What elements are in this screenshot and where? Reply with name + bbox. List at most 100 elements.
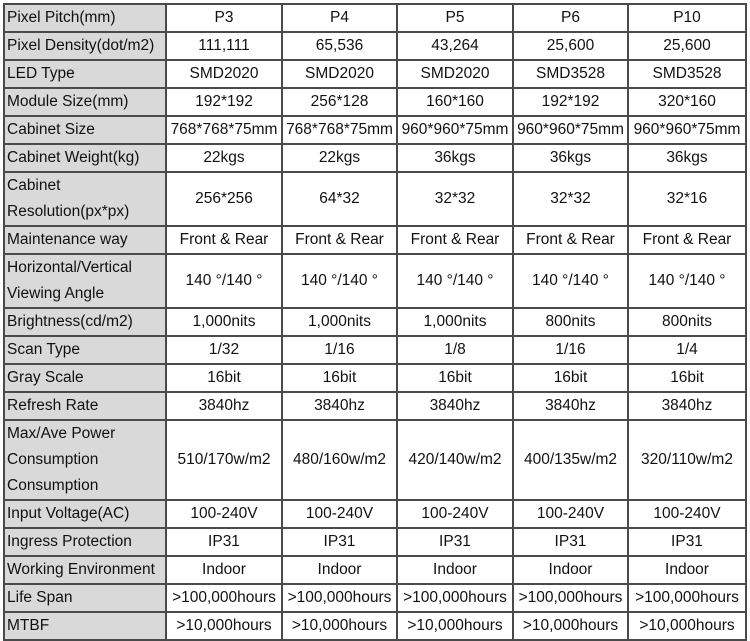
table-row: MTBF >10,000hours >10,000hours >10,000hours… bbox=[3, 611, 747, 641]
table-row: Ingress Protection IP31 IP31 IP31 IP31 IP31 bbox=[3, 527, 747, 557]
table-row: Cabinet Size 768*768*75mm 768*768*75mm 960*… bbox=[3, 115, 747, 145]
table-cell: >10,000hours bbox=[165, 611, 283, 641]
row-label: Working Environment bbox=[3, 555, 167, 585]
table-cell: SMD3528 bbox=[512, 59, 629, 89]
table-cell: 25,600 bbox=[512, 31, 629, 61]
table-cell: 16bit bbox=[281, 363, 398, 393]
table-cell: 420/140w/m2 bbox=[396, 419, 514, 501]
table-cell: 100-240V bbox=[165, 499, 283, 529]
table-cell: Indoor bbox=[165, 555, 283, 585]
table-cell: 140 °/140 ° bbox=[396, 253, 514, 309]
table-cell: 3840hz bbox=[396, 391, 514, 421]
table-cell: 100-240V bbox=[396, 499, 514, 529]
table-cell: 140 °/140 ° bbox=[281, 253, 398, 309]
table-row: Max/Ave Power Consumption Consumption 510… bbox=[3, 419, 747, 501]
table-row: Cabinet Resolution(px*px) 256*256 64*32 32*… bbox=[3, 171, 747, 227]
table-cell: 1,000nits bbox=[396, 307, 514, 337]
table-cell: 16bit bbox=[627, 363, 747, 393]
table-cell: SMD2020 bbox=[165, 59, 283, 89]
table-cell: 960*960*75mm bbox=[627, 115, 747, 145]
table-cell: SMD2020 bbox=[281, 59, 398, 89]
table-cell: >100,000hours bbox=[396, 583, 514, 613]
table-cell: 768*768*75mm bbox=[281, 115, 398, 145]
table-cell: 43,264 bbox=[396, 31, 514, 61]
table-cell: Front & Rear bbox=[627, 225, 747, 255]
led-spec-table: Pixel Pitch(mm) P3 P4 P5 P6 P10 Pixel De… bbox=[3, 3, 747, 641]
table-row: Brightness(cd/m2) 1,000nits 1,000nits 1,000… bbox=[3, 307, 747, 337]
table-cell: 65,536 bbox=[281, 31, 398, 61]
table-cell: 25,600 bbox=[627, 31, 747, 61]
table-cell: 16bit bbox=[165, 363, 283, 393]
table-row: Module Size(mm) 192*192 256*128 160*160 192*… bbox=[3, 87, 747, 117]
table-row: Gray Scale 16bit 16bit 16bit 16bit 16bit bbox=[3, 363, 747, 393]
table-cell: Front & Rear bbox=[512, 225, 629, 255]
table-cell: IP31 bbox=[165, 527, 283, 557]
column-header: P5 bbox=[396, 3, 514, 33]
table-cell: 16bit bbox=[396, 363, 514, 393]
row-label: Maintenance way bbox=[3, 225, 167, 255]
table-cell: IP31 bbox=[281, 527, 398, 557]
row-label: Scan Type bbox=[3, 335, 167, 365]
table-cell: 800nits bbox=[512, 307, 629, 337]
table-cell: >10,000hours bbox=[512, 611, 629, 641]
table-cell: 3840hz bbox=[281, 391, 398, 421]
table-cell: 111,111 bbox=[165, 31, 283, 61]
table-cell: 100-240V bbox=[281, 499, 398, 529]
table-cell: 1/32 bbox=[165, 335, 283, 365]
table-cell: 1,000nits bbox=[281, 307, 398, 337]
table-cell: Indoor bbox=[396, 555, 514, 585]
table-cell: 16bit bbox=[512, 363, 629, 393]
table-cell: Front & Rear bbox=[281, 225, 398, 255]
row-label: Gray Scale bbox=[3, 363, 167, 393]
table-cell: >100,000hours bbox=[627, 583, 747, 613]
row-label: Cabinet Size bbox=[3, 115, 167, 145]
table-cell: Indoor bbox=[281, 555, 398, 585]
table-cell: 32*32 bbox=[512, 171, 629, 227]
table-cell: IP31 bbox=[627, 527, 747, 557]
table-row: Life Span >100,000hours >100,000hours >100,… bbox=[3, 583, 747, 613]
table-cell: 36kgs bbox=[627, 143, 747, 173]
table-cell: 3840hz bbox=[627, 391, 747, 421]
table-cell: 400/135w/m2 bbox=[512, 419, 629, 501]
row-label: Pixel Density(dot/m2) bbox=[3, 31, 167, 61]
table-cell: 32*16 bbox=[627, 171, 747, 227]
table-cell: 1/16 bbox=[512, 335, 629, 365]
table-row: Maintenance way Front & Rear Front & Rear F… bbox=[3, 225, 747, 255]
table-cell: Indoor bbox=[627, 555, 747, 585]
header-row: Pixel Pitch(mm) P3 P4 P5 P6 P10 bbox=[3, 3, 747, 33]
table-cell: 1,000nits bbox=[165, 307, 283, 337]
table-cell: 3840hz bbox=[165, 391, 283, 421]
table-row: Refresh Rate 3840hz 3840hz 3840hz 3840hz 3840… bbox=[3, 391, 747, 421]
table-cell: 320/110w/m2 bbox=[627, 419, 747, 501]
table-cell: IP31 bbox=[512, 527, 629, 557]
table-cell: Front & Rear bbox=[165, 225, 283, 255]
table-row: Horizontal/Vertical Viewing Angle 140 °/1… bbox=[3, 253, 747, 309]
row-label: Cabinet Resolution(px*px) bbox=[3, 171, 167, 227]
table-cell: 256*128 bbox=[281, 87, 398, 117]
table-cell: >10,000hours bbox=[627, 611, 747, 641]
table-cell: 510/170w/m2 bbox=[165, 419, 283, 501]
table-cell: 1/8 bbox=[396, 335, 514, 365]
row-label: Horizontal/Vertical Viewing Angle bbox=[3, 253, 167, 309]
table-cell: 800nits bbox=[627, 307, 747, 337]
row-label: Life Span bbox=[3, 583, 167, 613]
row-label: Brightness(cd/m2) bbox=[3, 307, 167, 337]
table-cell: 100-240V bbox=[627, 499, 747, 529]
table-cell: 140 °/140 ° bbox=[627, 253, 747, 309]
table-row: Scan Type 1/32 1/16 1/8 1/16 1/4 bbox=[3, 335, 747, 365]
table-cell: 22kgs bbox=[281, 143, 398, 173]
table-cell: 1/4 bbox=[627, 335, 747, 365]
table-cell: 3840hz bbox=[512, 391, 629, 421]
table-cell: 256*256 bbox=[165, 171, 283, 227]
table-cell: >100,000hours bbox=[512, 583, 629, 613]
column-header: P3 bbox=[165, 3, 283, 33]
table-cell: SMD2020 bbox=[396, 59, 514, 89]
table-row: Input Voltage(AC) 100-240V 100-240V 100-240… bbox=[3, 499, 747, 529]
table-cell: 36kgs bbox=[512, 143, 629, 173]
table-cell: IP31 bbox=[396, 527, 514, 557]
table-cell: 768*768*75mm bbox=[165, 115, 283, 145]
row-label: LED Type bbox=[3, 59, 167, 89]
table-row: LED Type SMD2020 SMD2020 SMD2020 SMD3528 SMD3… bbox=[3, 59, 747, 89]
table-cell: 36kgs bbox=[396, 143, 514, 173]
table-cell: >100,000hours bbox=[165, 583, 283, 613]
